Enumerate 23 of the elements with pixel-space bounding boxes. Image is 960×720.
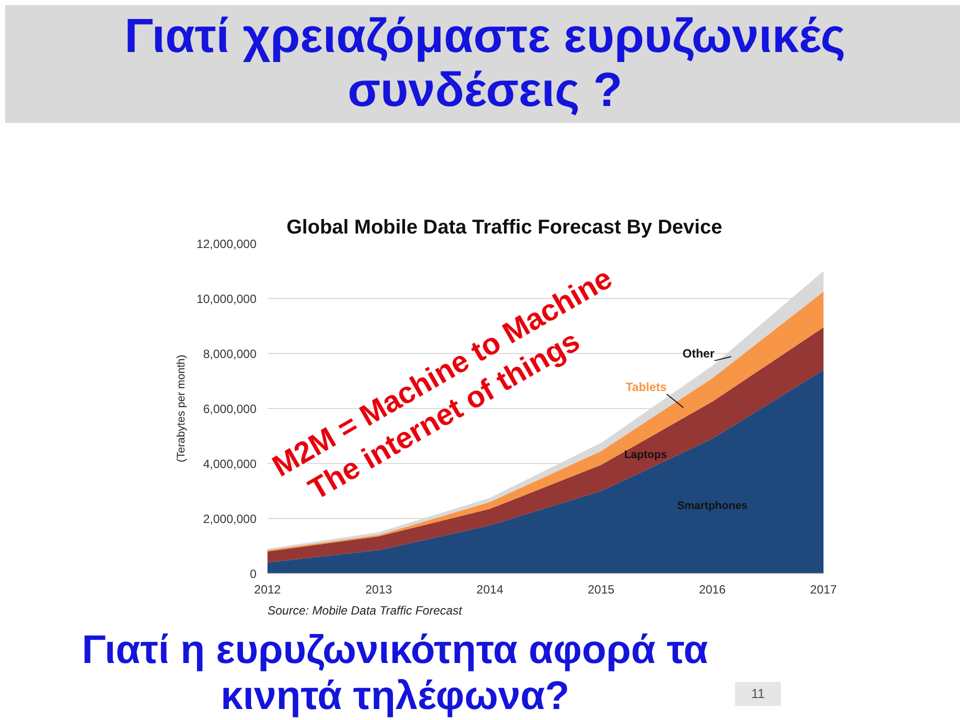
x-tick-label: 2015 xyxy=(588,582,615,596)
y-tick-label: 8,000,000 xyxy=(203,347,257,361)
series-label: Laptops xyxy=(624,448,667,461)
y-tick-label: 4,000,000 xyxy=(203,457,257,471)
series-label: Tablets xyxy=(626,380,668,394)
x-tick-label: 2013 xyxy=(365,582,392,596)
y-tick-label: 2,000,000 xyxy=(203,512,257,526)
series-label: Smartphones xyxy=(677,500,748,512)
chart-subtitle: Global Mobile Data Traffic Forecast By Device xyxy=(286,216,722,238)
text: 11 xyxy=(735,682,781,706)
x-tick-label: 2012 xyxy=(254,582,282,596)
x-tick-label: 2016 xyxy=(698,582,726,596)
y-axis-title: (Terabytes per month) xyxy=(175,354,188,462)
x-tick-label: 2017 xyxy=(810,582,838,596)
text: Γιατί η ευρυζωνικότητα αφορά τα κινητά τηλέφωνα? xyxy=(80,627,710,719)
y-tick-label: 12,000,000 xyxy=(196,237,257,251)
y-tick-label: 6,000,000 xyxy=(203,402,257,416)
series-label: Other xyxy=(682,346,715,361)
chart-title: Γιατί χρειαζόμαστε ευρυζωνικές συνδέσεις ? xyxy=(124,10,846,118)
y-tick-label: 10,000,000 xyxy=(196,292,257,306)
y-tick-label: 0 xyxy=(250,567,257,581)
x-tick-label: 2014 xyxy=(476,582,504,596)
source-note: Source: Mobile Data Traffic Forecast xyxy=(268,604,463,618)
